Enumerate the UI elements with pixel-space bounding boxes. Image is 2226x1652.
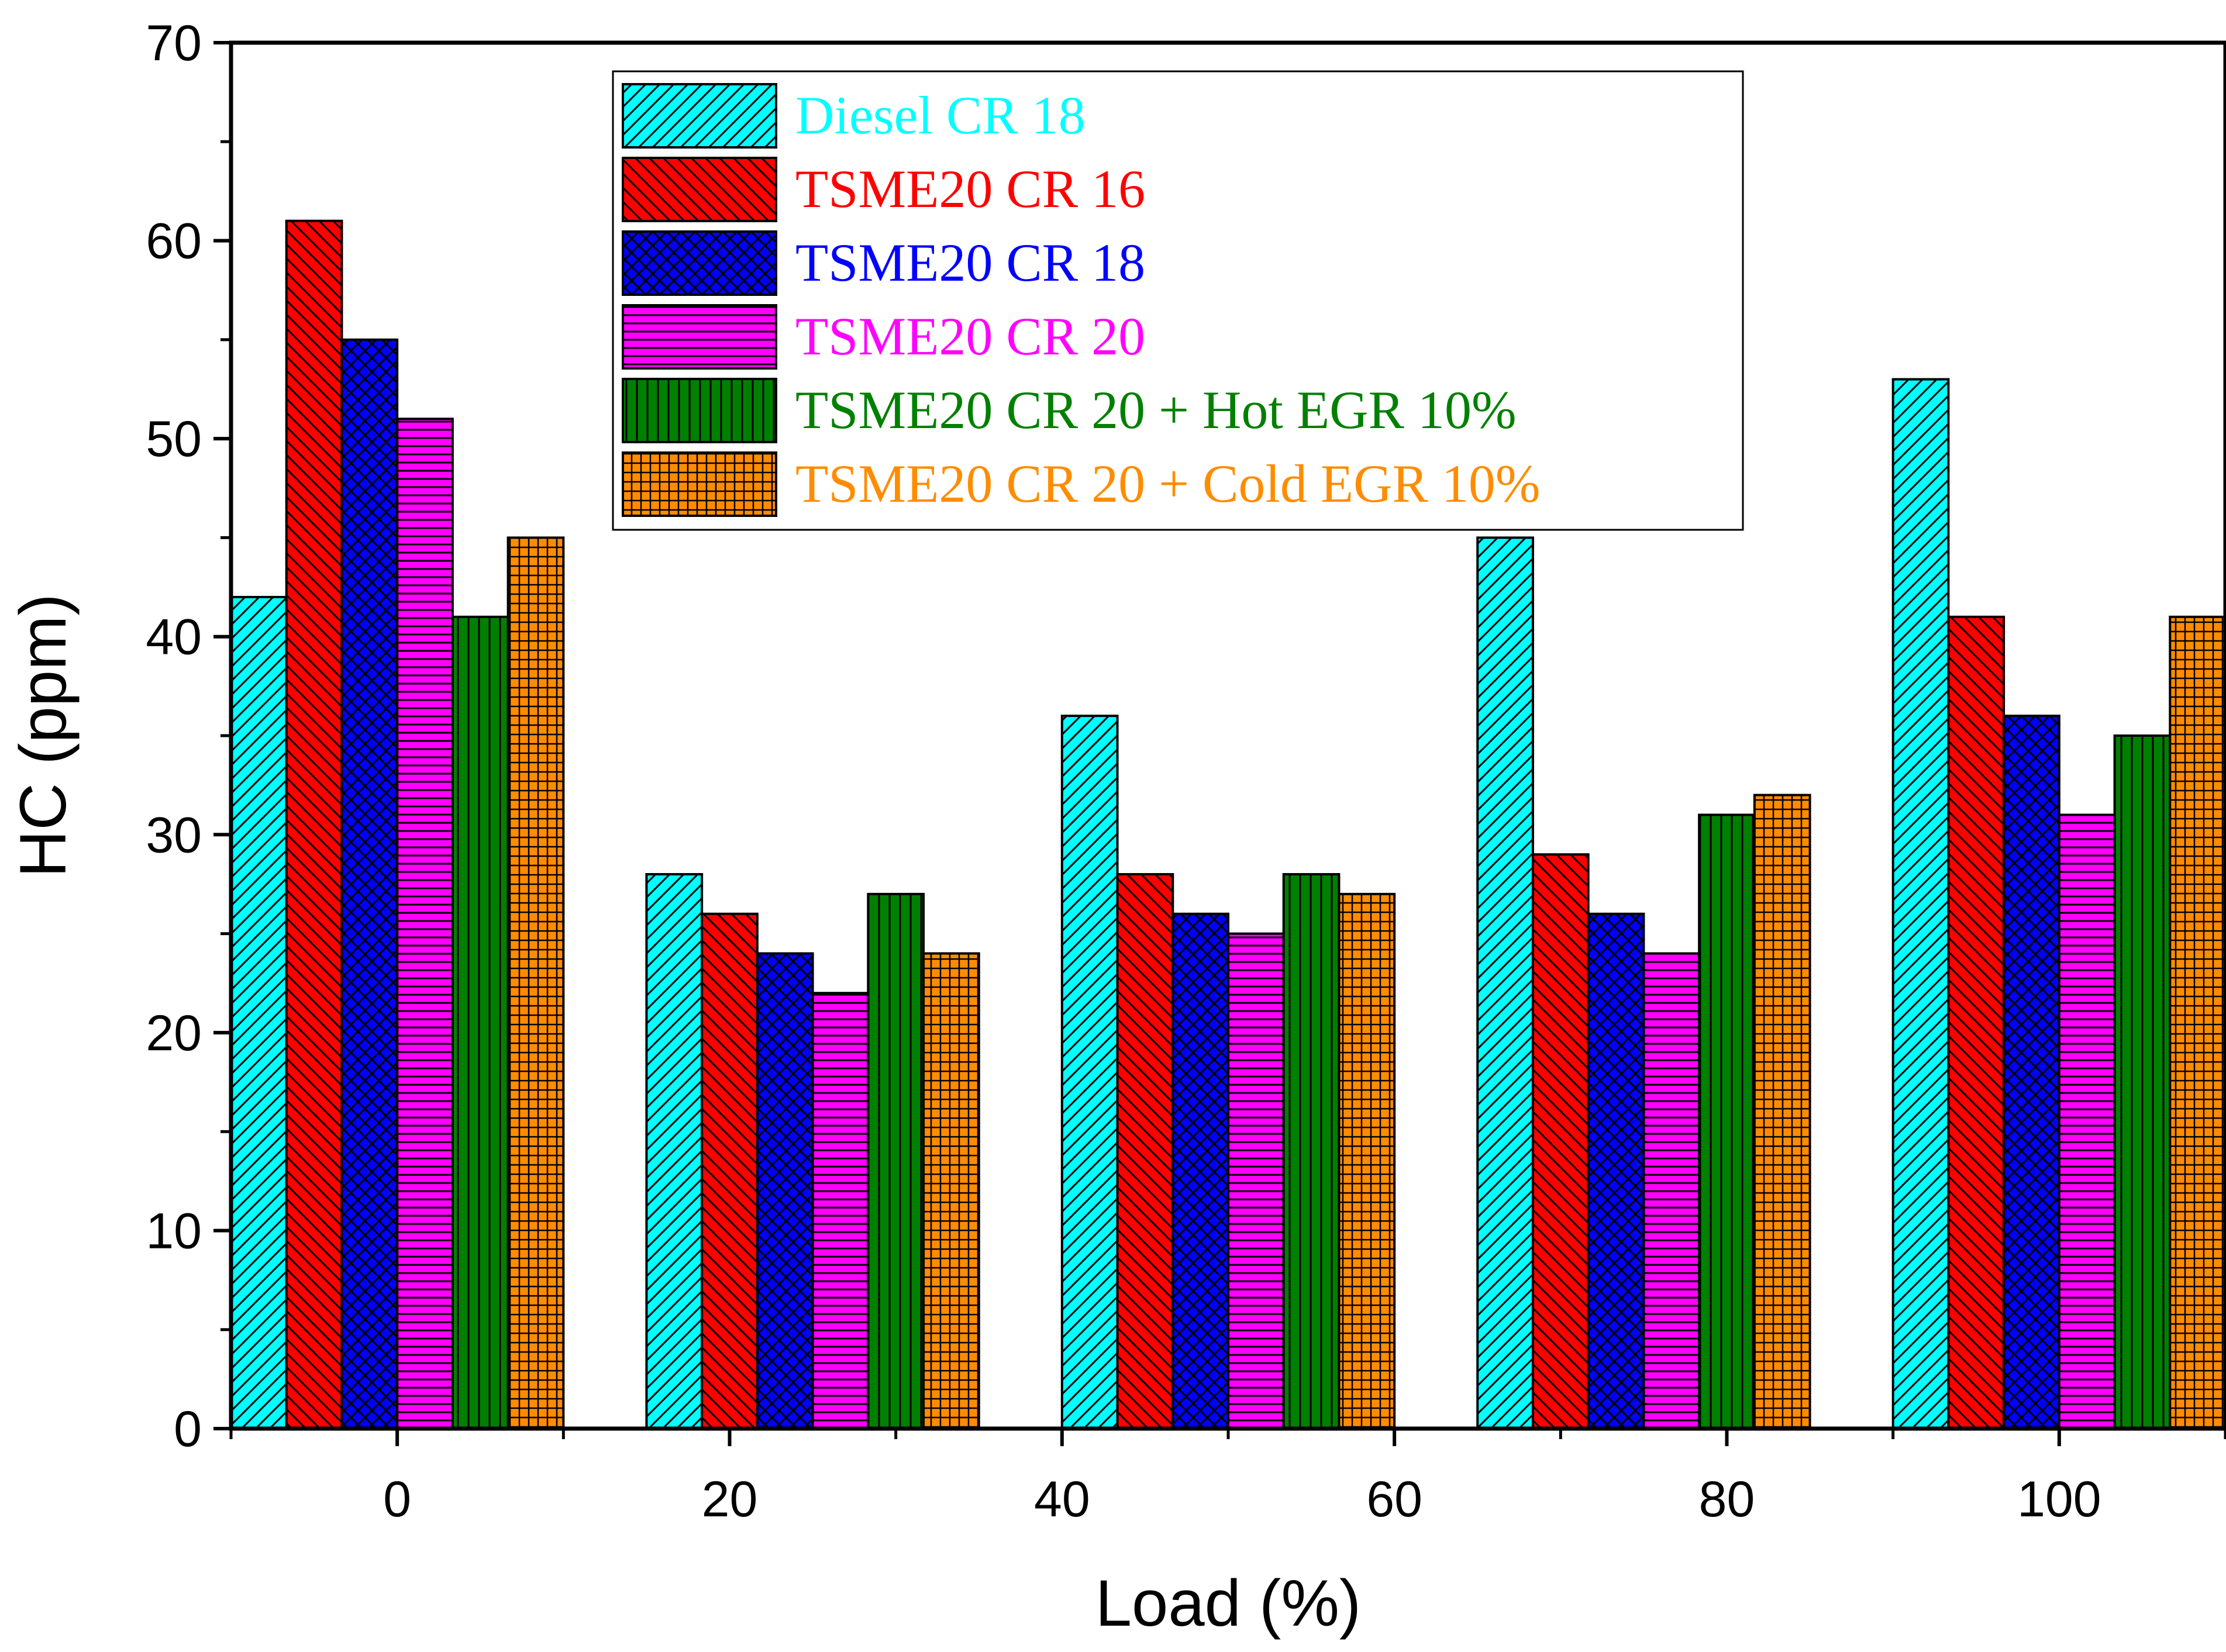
bar [701,912,759,1430]
y-tick-label: 60 [146,213,202,270]
bars [230,219,2226,1430]
x-tick-label: 80 [1699,1471,1755,1527]
legend: Diesel CR 18 TSME20 CR 16 TSME20 CR 18 TSME… [612,70,1744,531]
bar [1947,615,2006,1430]
legend-swatch [622,230,777,296]
bar [1476,536,1534,1430]
x-tick-label: 0 [383,1471,411,1527]
legend-label: TSME20 CR 20 + Hot EGR 10% [795,380,1517,440]
bar [1531,853,1590,1430]
bar [1282,873,1341,1430]
bar [2058,813,2116,1430]
legend-swatch [622,304,777,370]
x-tick-label: 20 [702,1471,758,1527]
plot-frame [229,40,2226,1431]
bar [1753,794,1811,1430]
bar [451,615,509,1430]
x-tick-label: 100 [2017,1471,2101,1527]
bar [1060,715,1119,1430]
bar [396,418,454,1430]
y-tick-label: 50 [146,411,202,467]
y-tick-label: 0 [174,1401,202,1457]
bar [867,892,925,1430]
bar [506,536,565,1430]
bar [2169,615,2226,1430]
y-axis-title: HC (ppm) [6,594,80,877]
bar [922,952,980,1430]
bar [1587,912,1645,1430]
y-tick-label: 30 [146,807,202,863]
y-tick-label: 20 [146,1005,202,1061]
legend-swatch [622,378,777,443]
bar [1116,873,1174,1430]
y-axis: 0 10 20 30 40 50 60 70 [146,15,231,1457]
bar [285,219,343,1430]
bar [1171,912,1230,1430]
y-tick-label: 70 [146,15,202,71]
bar [2003,715,2060,1430]
x-axis: 0 20 40 60 80 100 [229,1429,2226,1527]
legend-swatch [622,451,777,517]
y-tick-label: 40 [146,609,202,665]
x-axis-title: Load (%) [1095,1567,1361,1640]
legend-swatch [622,157,777,222]
bar [2113,734,2172,1430]
x-tick-label: 40 [1034,1471,1090,1527]
x-tick-label: 60 [1366,1471,1422,1527]
legend-label: TSME20 CR 20 + Cold EGR 10% [795,454,1541,513]
bar [230,596,288,1430]
bar [1642,952,1701,1430]
y-tick-label: 10 [146,1203,202,1259]
legend-swatch [622,83,777,149]
legend-label: TSME20 CR 18 [795,233,1145,292]
bar [340,338,399,1430]
legend-label: Diesel CR 18 [795,85,1086,145]
bar [1227,932,1285,1430]
legend-label: TSME20 CR 16 [795,159,1145,219]
bar [1338,892,1396,1430]
legend-label: TSME20 CR 20 [795,306,1145,366]
bar [1891,378,1950,1430]
bar [645,873,704,1430]
bar [811,992,870,1430]
bar [1698,813,1756,1430]
legend-box [612,70,1744,531]
bar [756,952,814,1430]
